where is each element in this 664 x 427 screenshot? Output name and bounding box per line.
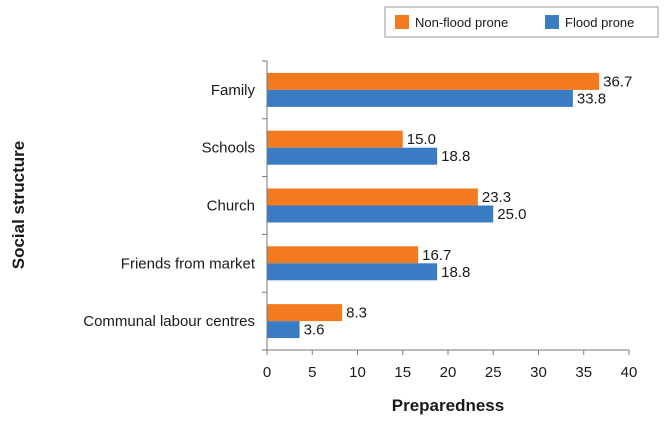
legend-swatch-flood-prone bbox=[545, 15, 559, 29]
bar-schools-flood-prone bbox=[267, 147, 438, 165]
data-label-communal-labour-centres-flood-prone: 3.6 bbox=[304, 322, 325, 339]
bar-family-flood-prone bbox=[267, 89, 573, 107]
legend-box bbox=[384, 6, 659, 38]
x-tick-label: 25 bbox=[485, 364, 502, 381]
data-label-friends-from-market-flood-prone: 18.8 bbox=[441, 264, 470, 281]
data-label-family-non-flood-prone: 36.7 bbox=[603, 73, 632, 90]
bar-family-non-flood-prone bbox=[267, 72, 600, 90]
x-tick-label: 20 bbox=[440, 364, 457, 381]
x-tick-label: 15 bbox=[394, 364, 411, 381]
data-label-church-flood-prone: 25.0 bbox=[497, 206, 526, 223]
y-axis-title: Social structure bbox=[9, 141, 28, 270]
category-label-communal-labour-centres: Communal labour centres bbox=[83, 313, 255, 330]
x-tick-label: 10 bbox=[349, 364, 366, 381]
x-tick-label: 40 bbox=[621, 364, 638, 381]
legend-label-flood-prone: Flood prone bbox=[565, 15, 634, 30]
category-label-church: Church bbox=[207, 198, 255, 215]
data-label-friends-from-market-non-flood-prone: 16.7 bbox=[422, 247, 451, 264]
legend-swatch-non-flood-prone bbox=[395, 15, 409, 29]
bar-schools-non-flood-prone bbox=[267, 130, 403, 148]
bar-church-flood-prone bbox=[267, 205, 494, 223]
bar-communal-labour-centres-flood-prone bbox=[267, 321, 300, 339]
data-label-communal-labour-centres-non-flood-prone: 8.3 bbox=[346, 305, 367, 322]
category-label-friends-from-market: Friends from market bbox=[121, 255, 256, 272]
legend-label-non-flood-prone: Non-flood prone bbox=[415, 15, 508, 30]
bar-friends-from-market-flood-prone bbox=[267, 263, 438, 281]
x-tick-label: 35 bbox=[575, 364, 592, 381]
data-label-schools-non-flood-prone: 15.0 bbox=[407, 131, 436, 148]
data-label-church-non-flood-prone: 23.3 bbox=[482, 189, 511, 206]
bar-friends-from-market-non-flood-prone bbox=[267, 246, 419, 264]
data-label-schools-flood-prone: 18.8 bbox=[441, 148, 470, 165]
x-tick-label: 5 bbox=[308, 364, 316, 381]
y-axis-ticks bbox=[262, 60, 267, 351]
bar-communal-labour-centres-non-flood-prone bbox=[267, 304, 343, 322]
category-label-schools: Schools bbox=[202, 140, 255, 157]
bars bbox=[267, 72, 600, 339]
bar-church-non-flood-prone bbox=[267, 188, 478, 206]
category-labels: Family Schools Church Friends from market Co… bbox=[83, 82, 256, 330]
data-labels: 36.733.815.018.823.325.016.718.88.33.6 bbox=[304, 73, 633, 338]
x-tick-label: 0 bbox=[263, 364, 271, 381]
x-tick-label: 30 bbox=[530, 364, 547, 381]
category-label-family: Family bbox=[211, 82, 256, 99]
data-label-family-flood-prone: 33.8 bbox=[577, 90, 606, 107]
legend: Non-flood prone Flood prone bbox=[384, 6, 659, 38]
x-axis-ticks: 0 5 10 15 20 25 30 35 40 bbox=[263, 350, 638, 381]
x-axis-title: Preparedness bbox=[392, 396, 504, 415]
